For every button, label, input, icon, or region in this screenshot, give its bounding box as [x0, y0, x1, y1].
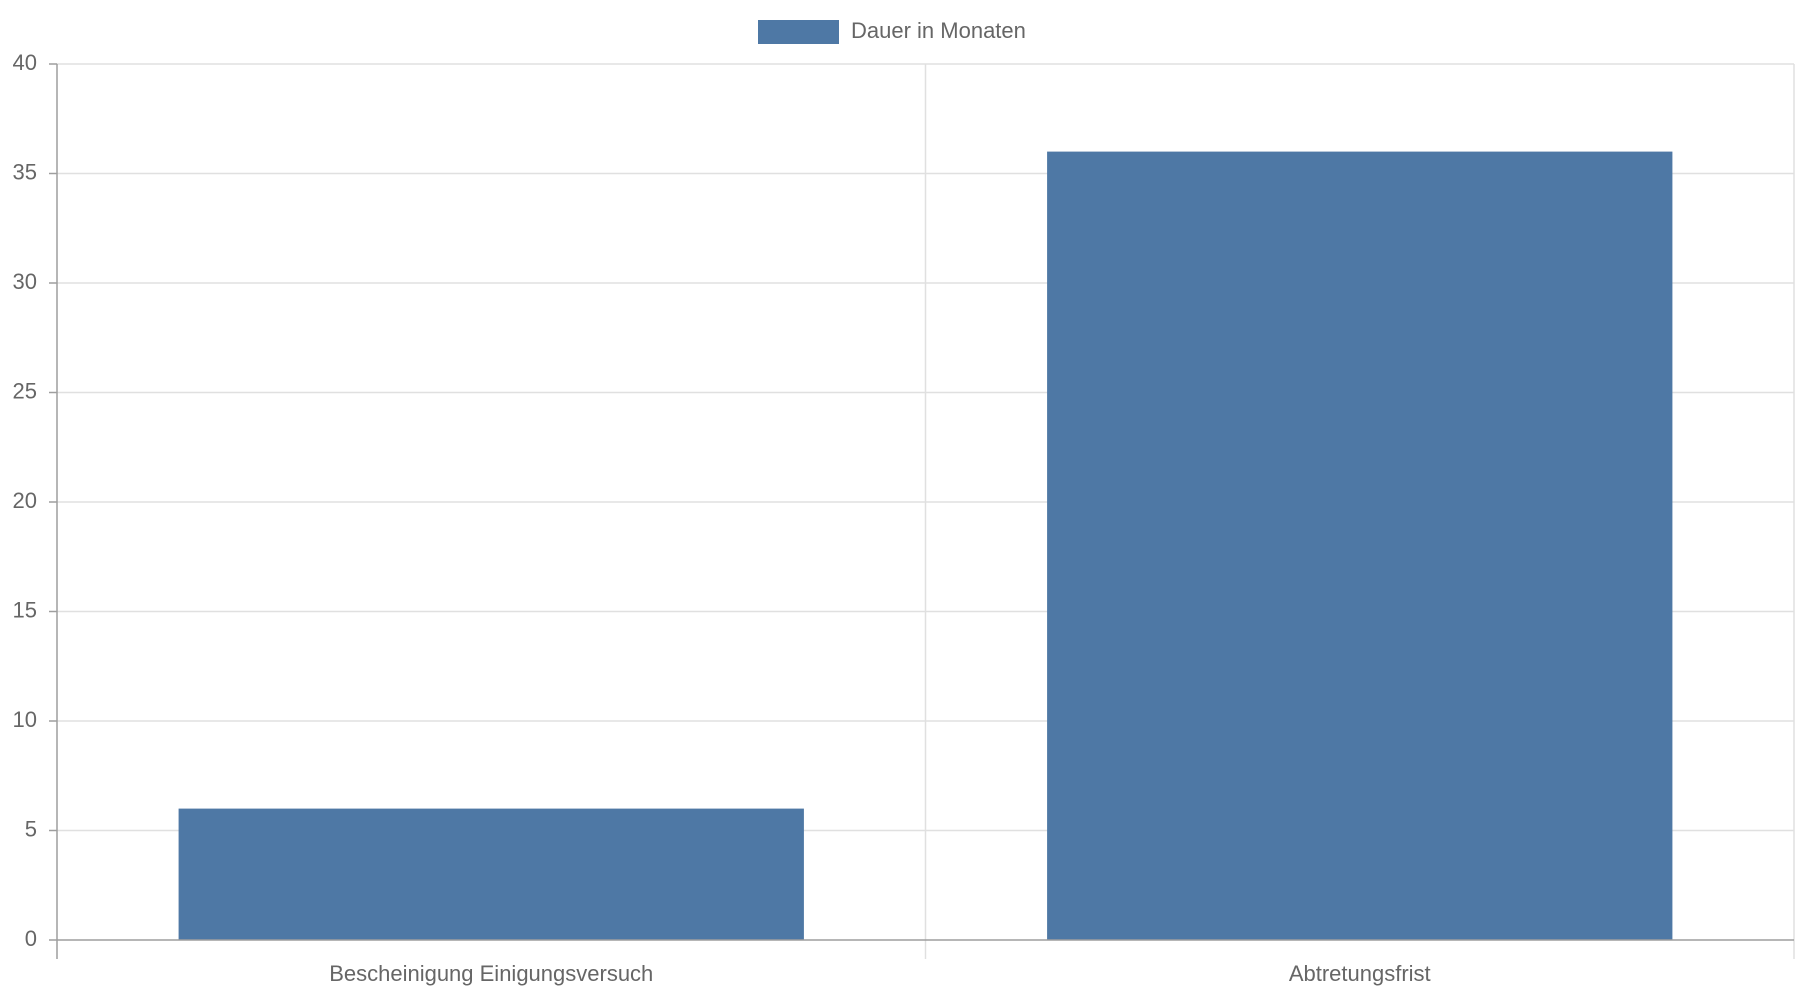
legend-swatch: [758, 20, 839, 44]
axes: [49, 63, 1795, 959]
x-tick-label: Abtretungsfrist: [1289, 961, 1431, 986]
legend-label: Dauer in Monaten: [851, 18, 1026, 43]
y-tick-label: 40: [13, 50, 37, 75]
y-tick-label: 20: [13, 488, 37, 513]
y-tick-label: 0: [25, 926, 37, 951]
bars: [178, 151, 1673, 941]
y-tick-label: 35: [13, 159, 37, 184]
legend[interactable]: Dauer in Monaten: [758, 18, 1026, 44]
y-tick-label: 15: [13, 597, 37, 622]
y-tick-label: 25: [13, 378, 37, 403]
bar-0[interactable]: [178, 808, 804, 940]
y-tick-label: 10: [13, 707, 37, 732]
y-tick-label: 5: [25, 816, 37, 841]
gridlines: [57, 63, 1795, 940]
bar-1[interactable]: [1047, 151, 1673, 941]
y-tick-labels: 0 5 10 15 20 25 30 35 40: [13, 50, 37, 951]
x-tick-label: Bescheinigung Einigungsversuch: [329, 961, 653, 986]
x-tick-labels: Bescheinigung Einigungsversuch Abtretungs…: [329, 961, 1430, 986]
y-tick-label: 30: [13, 269, 37, 294]
